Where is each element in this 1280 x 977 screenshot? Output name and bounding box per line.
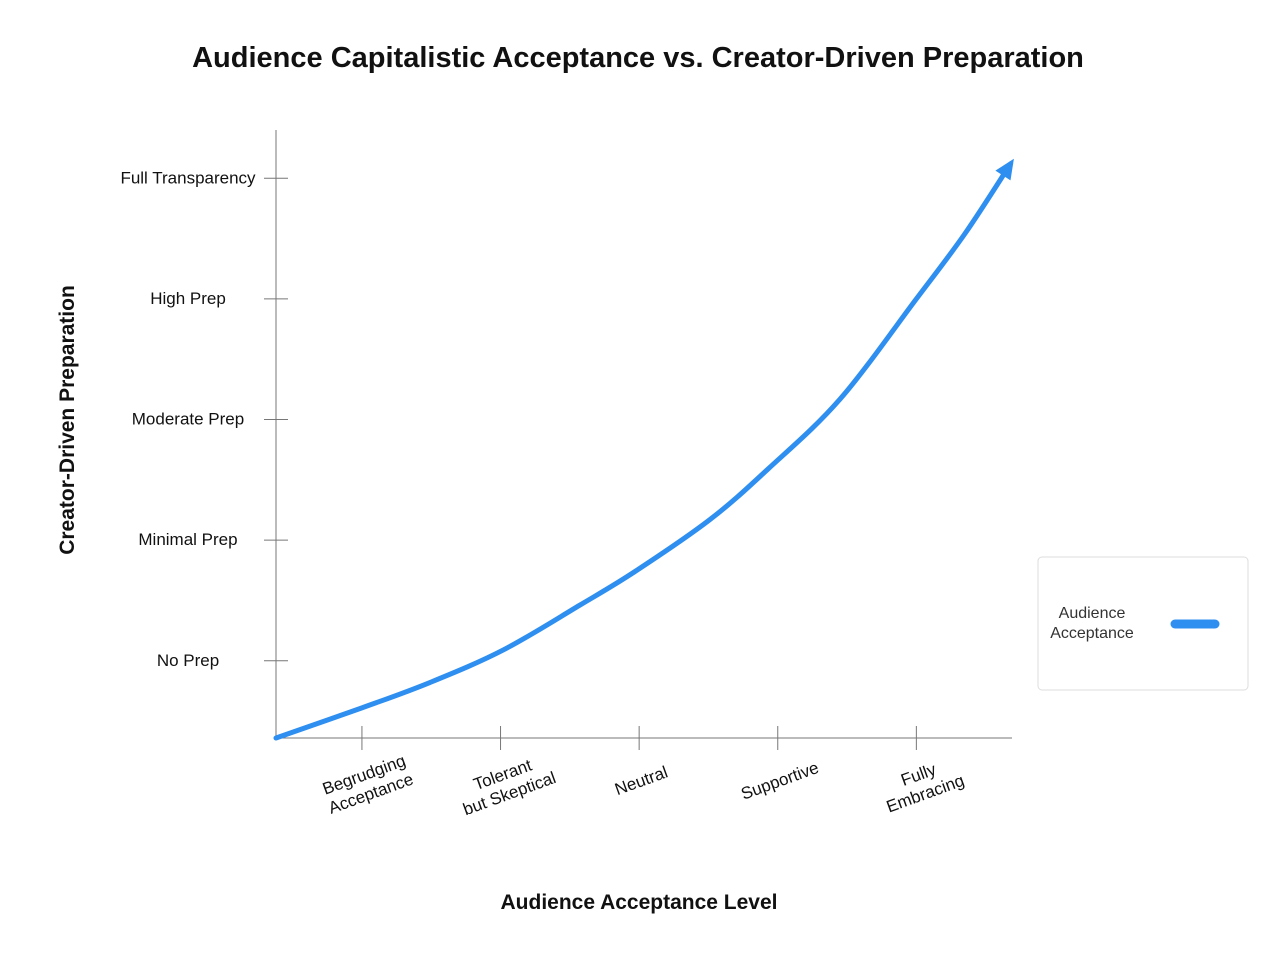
y-tick-label: Full Transparency — [120, 168, 256, 187]
series-line — [273, 161, 1014, 741]
legend-label: Audience — [1059, 605, 1126, 622]
y-tick-label: Minimal Prep — [138, 530, 237, 549]
legend-label-line2: Acceptance — [1050, 625, 1134, 642]
y-tick-label: No Prep — [157, 651, 219, 670]
x-tick-label: FullyEmbracing — [877, 752, 967, 816]
x-tick-label: Neutral — [612, 763, 670, 800]
arrow-head-icon — [995, 158, 1014, 181]
chart-title: Audience Capitalistic Acceptance vs. Cre… — [192, 42, 1084, 74]
y-tick-label: Moderate Prep — [132, 410, 244, 429]
x-tick-label: Supportive — [738, 758, 821, 804]
x-tick-label: BegrudgingAcceptance — [319, 751, 416, 818]
legend: Audience Acceptance — [1037, 556, 1249, 691]
y-tick-label: High Prep — [150, 289, 226, 308]
x-axis-label: Audience Acceptance Level — [501, 891, 778, 914]
x-tick-label: Tolerantbut Skeptical — [454, 749, 559, 819]
y-axis-label: Creator-Driven Preparation — [56, 285, 79, 555]
